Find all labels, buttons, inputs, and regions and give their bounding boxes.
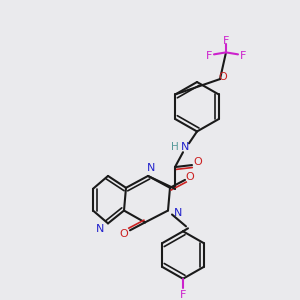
Text: F: F [180, 290, 186, 300]
Text: O: O [194, 157, 202, 167]
Text: H: H [171, 142, 179, 152]
Text: F: F [206, 51, 212, 61]
Text: O: O [219, 72, 227, 82]
Text: F: F [240, 51, 246, 61]
Text: N: N [147, 163, 155, 173]
Text: N: N [174, 208, 182, 218]
Text: N: N [96, 224, 104, 234]
Text: O: O [120, 229, 128, 239]
Text: N: N [181, 142, 189, 152]
Text: O: O [186, 172, 194, 182]
Text: F: F [223, 35, 229, 46]
